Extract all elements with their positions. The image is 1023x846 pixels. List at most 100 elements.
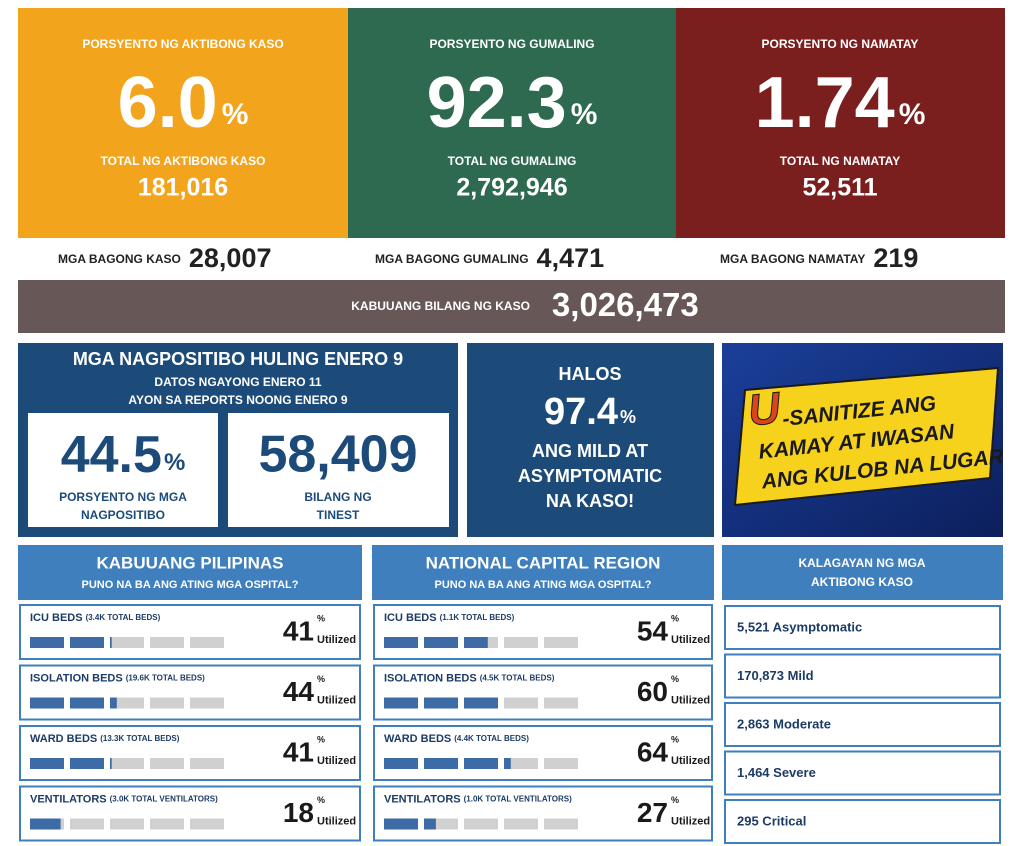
bed-name: WARD BEDS [384, 733, 451, 745]
new-label: MGA BAGONG NAMATAY [720, 252, 865, 266]
bed-row [373, 664, 713, 721]
new-value: 28,007 [189, 243, 272, 273]
bed-name: ISOLATION BEDS [30, 672, 123, 684]
usage-block [110, 697, 117, 709]
usage-block [110, 758, 112, 769]
bed-name: ICU BEDS [384, 612, 437, 624]
bed-note: (4.5K TOTAL BEDS) [480, 674, 555, 683]
mild-panel [467, 343, 714, 537]
bed-unit: % [671, 734, 679, 744]
bed-unit: % [671, 674, 679, 684]
usage-block [424, 758, 458, 769]
usage-block-bg [110, 637, 144, 648]
status-item: 1,464 Severe [737, 765, 816, 780]
total-value: 3,026,473 [552, 286, 699, 323]
bed-unit: % [671, 613, 679, 623]
usage-block [384, 818, 418, 830]
bed-caption: Utilized [671, 755, 710, 767]
bed-note: (3.4K TOTAL BEDS) [86, 613, 161, 622]
usage-block [464, 637, 488, 648]
status-item: 5,521 Asymptomatic [737, 619, 862, 634]
status-row [724, 653, 1001, 699]
stat-total: 2,792,946 [456, 174, 567, 202]
stat-total-label: TOTAL NG GUMALING [448, 154, 577, 168]
ncr-header [372, 545, 714, 600]
bed-row [373, 785, 713, 842]
stat-percent: 1.74% [755, 63, 926, 143]
usage-block [384, 758, 418, 769]
new-value: 219 [873, 243, 918, 273]
bed-caption: Utilized [671, 815, 710, 827]
new-value: 4,471 [537, 243, 605, 273]
tested-label: BILANG NG [304, 490, 371, 504]
bed-row [373, 604, 713, 660]
usage-block [70, 637, 104, 648]
bed-row [19, 725, 361, 781]
rate-box [28, 413, 218, 527]
bed-name: VENTILATORS [384, 793, 461, 805]
usage-block-bg [424, 818, 458, 830]
rate: 44.5% [61, 426, 186, 484]
bed-caption: Utilized [671, 634, 710, 646]
bed-value: 18 [283, 797, 314, 828]
bed-note: (1.1K TOTAL BEDS) [440, 613, 515, 622]
usage-block-bg [190, 758, 224, 769]
bed-value: 41 [283, 615, 314, 646]
hospital-subtitle: PUNO NA BA ANG ATING MGA OSPITAL? [82, 579, 299, 591]
usage-block-bg [504, 758, 538, 769]
usage-block-bg [544, 758, 578, 769]
usage-block-bg [110, 818, 144, 830]
bed-value: 44 [283, 676, 315, 707]
positivity-title: MGA NAGPOSITIBO HULING ENERO 9 [73, 349, 403, 369]
usage-block-bg [70, 818, 104, 830]
usage-block-bg [110, 697, 144, 709]
usage-block-bg [150, 818, 184, 830]
bed-value: 64 [637, 736, 669, 767]
usage-block [424, 697, 458, 709]
rate-value: 44.5 [61, 426, 162, 484]
usage-block-bg [190, 697, 224, 709]
bed-label: WARD BEDS (4.4K TOTAL BEDS) [384, 733, 529, 745]
usage-block [70, 697, 104, 709]
bed-row [19, 664, 361, 721]
percent-value: 6.0 [118, 63, 218, 143]
bed-row [19, 785, 361, 842]
active-panel [18, 8, 348, 238]
mild-value: 97.4 [544, 391, 618, 433]
usage-block [30, 758, 64, 769]
banner-letter: U [746, 383, 784, 435]
recovered-panel [348, 8, 676, 238]
tested-box [228, 413, 449, 527]
status-title: AKTIBONG KASO [811, 575, 913, 589]
usage-block-bg [504, 818, 538, 830]
bed-caption: Utilized [317, 634, 356, 646]
stat-label: PORSYENTO NG GUMALING [429, 37, 594, 51]
bed-value: 41 [283, 736, 314, 767]
bed-name: ISOLATION BEDS [384, 672, 477, 684]
bed-unit: % [317, 734, 325, 744]
stat-total: 181,016 [138, 174, 228, 202]
bed-label: WARD BEDS (13.3K TOTAL BEDS) [30, 733, 180, 745]
new-label: MGA BAGONG KASO [58, 252, 181, 266]
bed-label: VENTILATORS (3.0K TOTAL VENTILATORS) [30, 793, 218, 805]
percent-value: 92.3 [427, 63, 567, 143]
usage-block-bg [504, 637, 538, 648]
status-item: 2,863 Moderate [737, 716, 831, 731]
usage-block-bg [544, 818, 578, 830]
total-cases: KABUUANG BILANG NG KASO 3,026,473 [351, 286, 698, 323]
bed-note: (13.3K TOTAL BEDS) [100, 734, 179, 743]
usage-block-bg [150, 758, 184, 769]
bed-label: ISOLATION BEDS (4.5K TOTAL BEDS) [384, 672, 555, 684]
stat-total-label: TOTAL NG NAMATAY [780, 154, 900, 168]
mild-line: ANG MILD AT [532, 441, 648, 461]
percent-unit: % [899, 98, 926, 131]
status-row [724, 702, 1001, 747]
tested-label: TINEST [317, 508, 360, 522]
banner-sign [733, 366, 1000, 507]
percent-unit: % [222, 98, 249, 131]
bed-unit: % [317, 674, 325, 684]
usage-block-bg [504, 697, 538, 709]
stat-percent: 92.3% [427, 63, 598, 143]
bed-label: ISOLATION BEDS (19.6K TOTAL BEDS) [30, 672, 205, 684]
